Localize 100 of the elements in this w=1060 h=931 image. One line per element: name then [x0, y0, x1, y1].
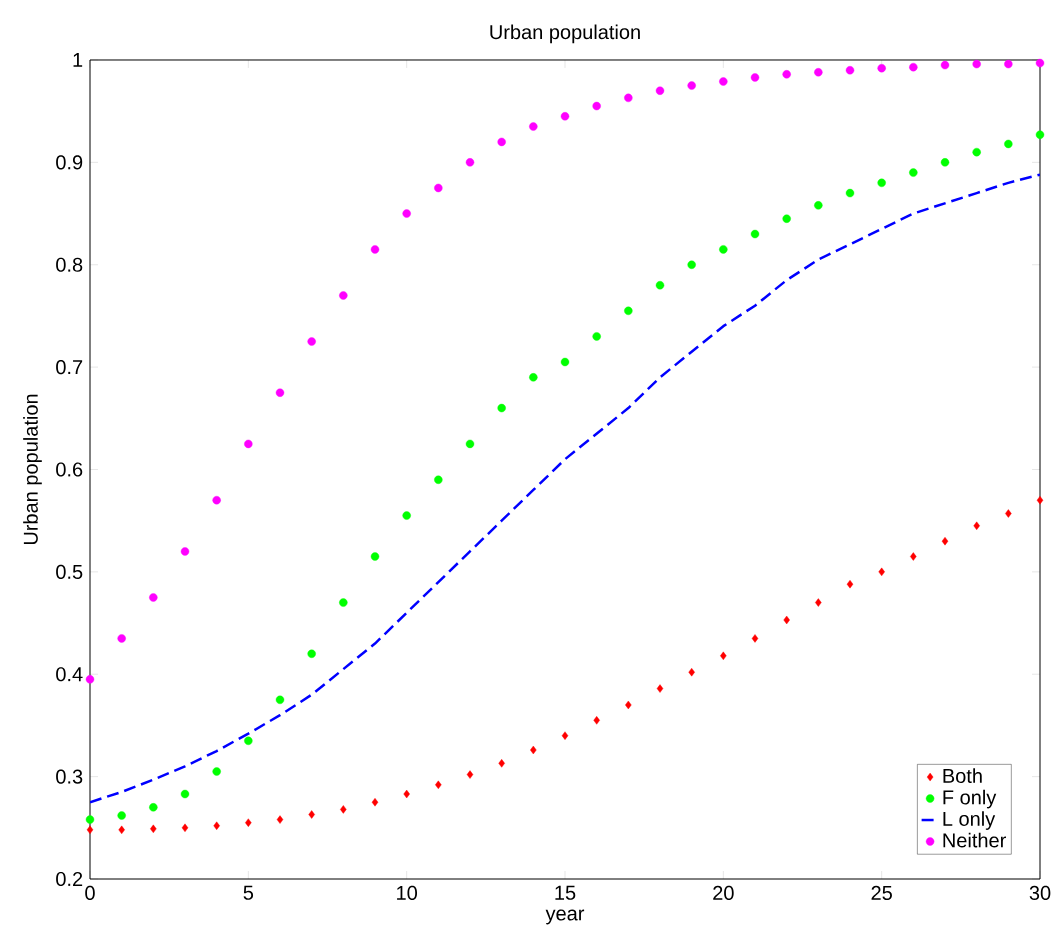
point — [719, 245, 728, 254]
point — [244, 736, 253, 745]
point — [275, 695, 285, 705]
point — [149, 593, 158, 602]
point — [85, 675, 95, 684]
point — [783, 615, 790, 625]
point — [339, 291, 348, 300]
point — [877, 63, 886, 73]
point — [560, 112, 570, 121]
point — [751, 634, 759, 643]
point — [1035, 58, 1045, 68]
x-tick-label: 0 — [85, 885, 95, 901]
point — [625, 700, 632, 710]
point — [940, 60, 950, 70]
legend-label: F only — [943, 789, 997, 809]
y-tick-label: 0.6 — [56, 462, 83, 477]
point — [814, 201, 823, 210]
legend-label: Neither — [943, 832, 1006, 848]
point — [592, 101, 601, 111]
point — [1004, 59, 1013, 69]
x-axis-title: year — [545, 909, 585, 925]
y-tick-label: 0.8 — [56, 257, 83, 272]
point — [1036, 496, 1044, 505]
point — [656, 684, 664, 693]
point — [275, 388, 285, 397]
point — [340, 805, 347, 814]
y-tick-label: 0.3 — [56, 769, 83, 784]
point — [370, 552, 380, 561]
point — [624, 93, 633, 103]
point — [719, 77, 728, 86]
point — [972, 147, 981, 157]
point — [371, 798, 379, 807]
legend-label: Both — [943, 768, 982, 784]
point — [687, 81, 696, 90]
point — [1005, 509, 1012, 518]
point — [307, 337, 316, 346]
point — [85, 815, 95, 824]
point — [750, 229, 760, 239]
x-tick-label: 5 — [243, 885, 254, 900]
point — [878, 567, 885, 577]
point — [845, 188, 855, 198]
point — [1035, 130, 1045, 139]
chart-title: Urban population — [490, 24, 640, 44]
point — [402, 511, 411, 520]
point — [940, 158, 950, 167]
y-tick-label: 0.9 — [56, 155, 83, 170]
point — [782, 70, 791, 79]
point — [498, 759, 505, 768]
point — [307, 649, 316, 658]
point — [213, 821, 220, 830]
point — [529, 373, 538, 382]
point — [909, 168, 918, 177]
point — [973, 521, 980, 530]
point — [466, 770, 474, 779]
y-tick-label: 0.5 — [56, 564, 83, 579]
point — [402, 209, 411, 218]
point — [180, 547, 190, 556]
point — [149, 803, 158, 812]
point — [150, 824, 157, 834]
point — [403, 789, 410, 799]
point — [910, 552, 917, 561]
y-tick-label: 0.4 — [56, 667, 83, 682]
point — [688, 668, 695, 677]
x-tick-label: 20 — [713, 885, 734, 901]
point — [593, 716, 600, 725]
point — [212, 496, 221, 505]
point — [655, 86, 665, 95]
point — [972, 59, 981, 69]
point — [117, 634, 126, 643]
point — [180, 789, 190, 799]
point — [814, 68, 823, 77]
point — [941, 536, 949, 546]
point — [687, 260, 696, 269]
point — [435, 780, 442, 790]
point — [181, 823, 189, 833]
point — [845, 66, 855, 75]
point — [846, 579, 854, 589]
point — [276, 815, 284, 824]
x-tick-label: 15 — [555, 885, 576, 900]
y-tick-label: 0.2 — [56, 871, 83, 887]
point — [212, 767, 221, 776]
y-axis-title: Urban population — [23, 394, 42, 545]
point — [434, 475, 443, 484]
x-tick-label: 10 — [397, 885, 418, 901]
point — [530, 745, 537, 755]
point — [624, 306, 633, 316]
point — [909, 62, 918, 72]
point — [465, 158, 475, 167]
point — [308, 810, 315, 819]
y-tick-label: 1 — [73, 53, 83, 67]
x-tick-label: 30 — [1029, 885, 1051, 901]
point — [655, 281, 665, 290]
point — [244, 439, 253, 449]
point — [750, 73, 760, 82]
point — [782, 214, 791, 223]
point — [497, 403, 506, 413]
point — [118, 825, 125, 835]
point — [339, 598, 348, 607]
point — [434, 183, 443, 193]
point — [720, 651, 727, 661]
